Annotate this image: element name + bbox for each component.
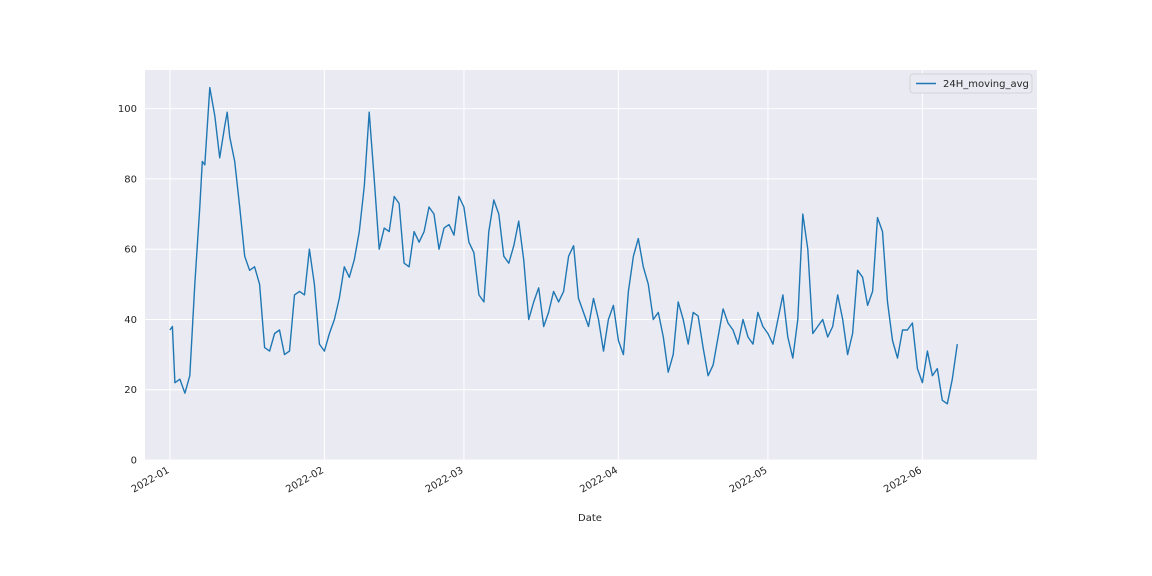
legend-box	[909, 73, 1033, 94]
x-axis-label: Date	[578, 513, 602, 524]
legend: 24H_moving_avg	[909, 73, 1033, 94]
y-tick-label: 0	[131, 456, 137, 467]
plot-area	[145, 70, 1037, 460]
series-line	[169, 86, 958, 405]
grid-lines	[145, 70, 1037, 461]
y-tick-label: 40	[124, 315, 137, 326]
x-tick-label: 2022-05	[728, 465, 770, 495]
y-tick-label: 60	[124, 245, 137, 256]
y-tick-label: 100	[118, 104, 137, 115]
y-tick-label: 20	[124, 385, 137, 396]
x-axis-ticks: 2022-01 2022-02 2022-03 2022-04 2022-05 2022-…	[130, 465, 924, 495]
x-tick-label: 2022-03	[424, 465, 466, 495]
y-tick-label: 80	[124, 174, 137, 185]
x-tick-label: 2022-01	[130, 465, 172, 495]
series-layer	[169, 86, 958, 405]
x-tick-label: 2022-06	[882, 465, 924, 495]
y-axis-ticks: 0 20 40 60 80 100	[118, 104, 137, 466]
legend-label: 24H_moving_avg	[943, 79, 1029, 90]
x-tick-label: 2022-02	[284, 465, 326, 495]
x-tick-label: 2022-04	[578, 465, 620, 495]
